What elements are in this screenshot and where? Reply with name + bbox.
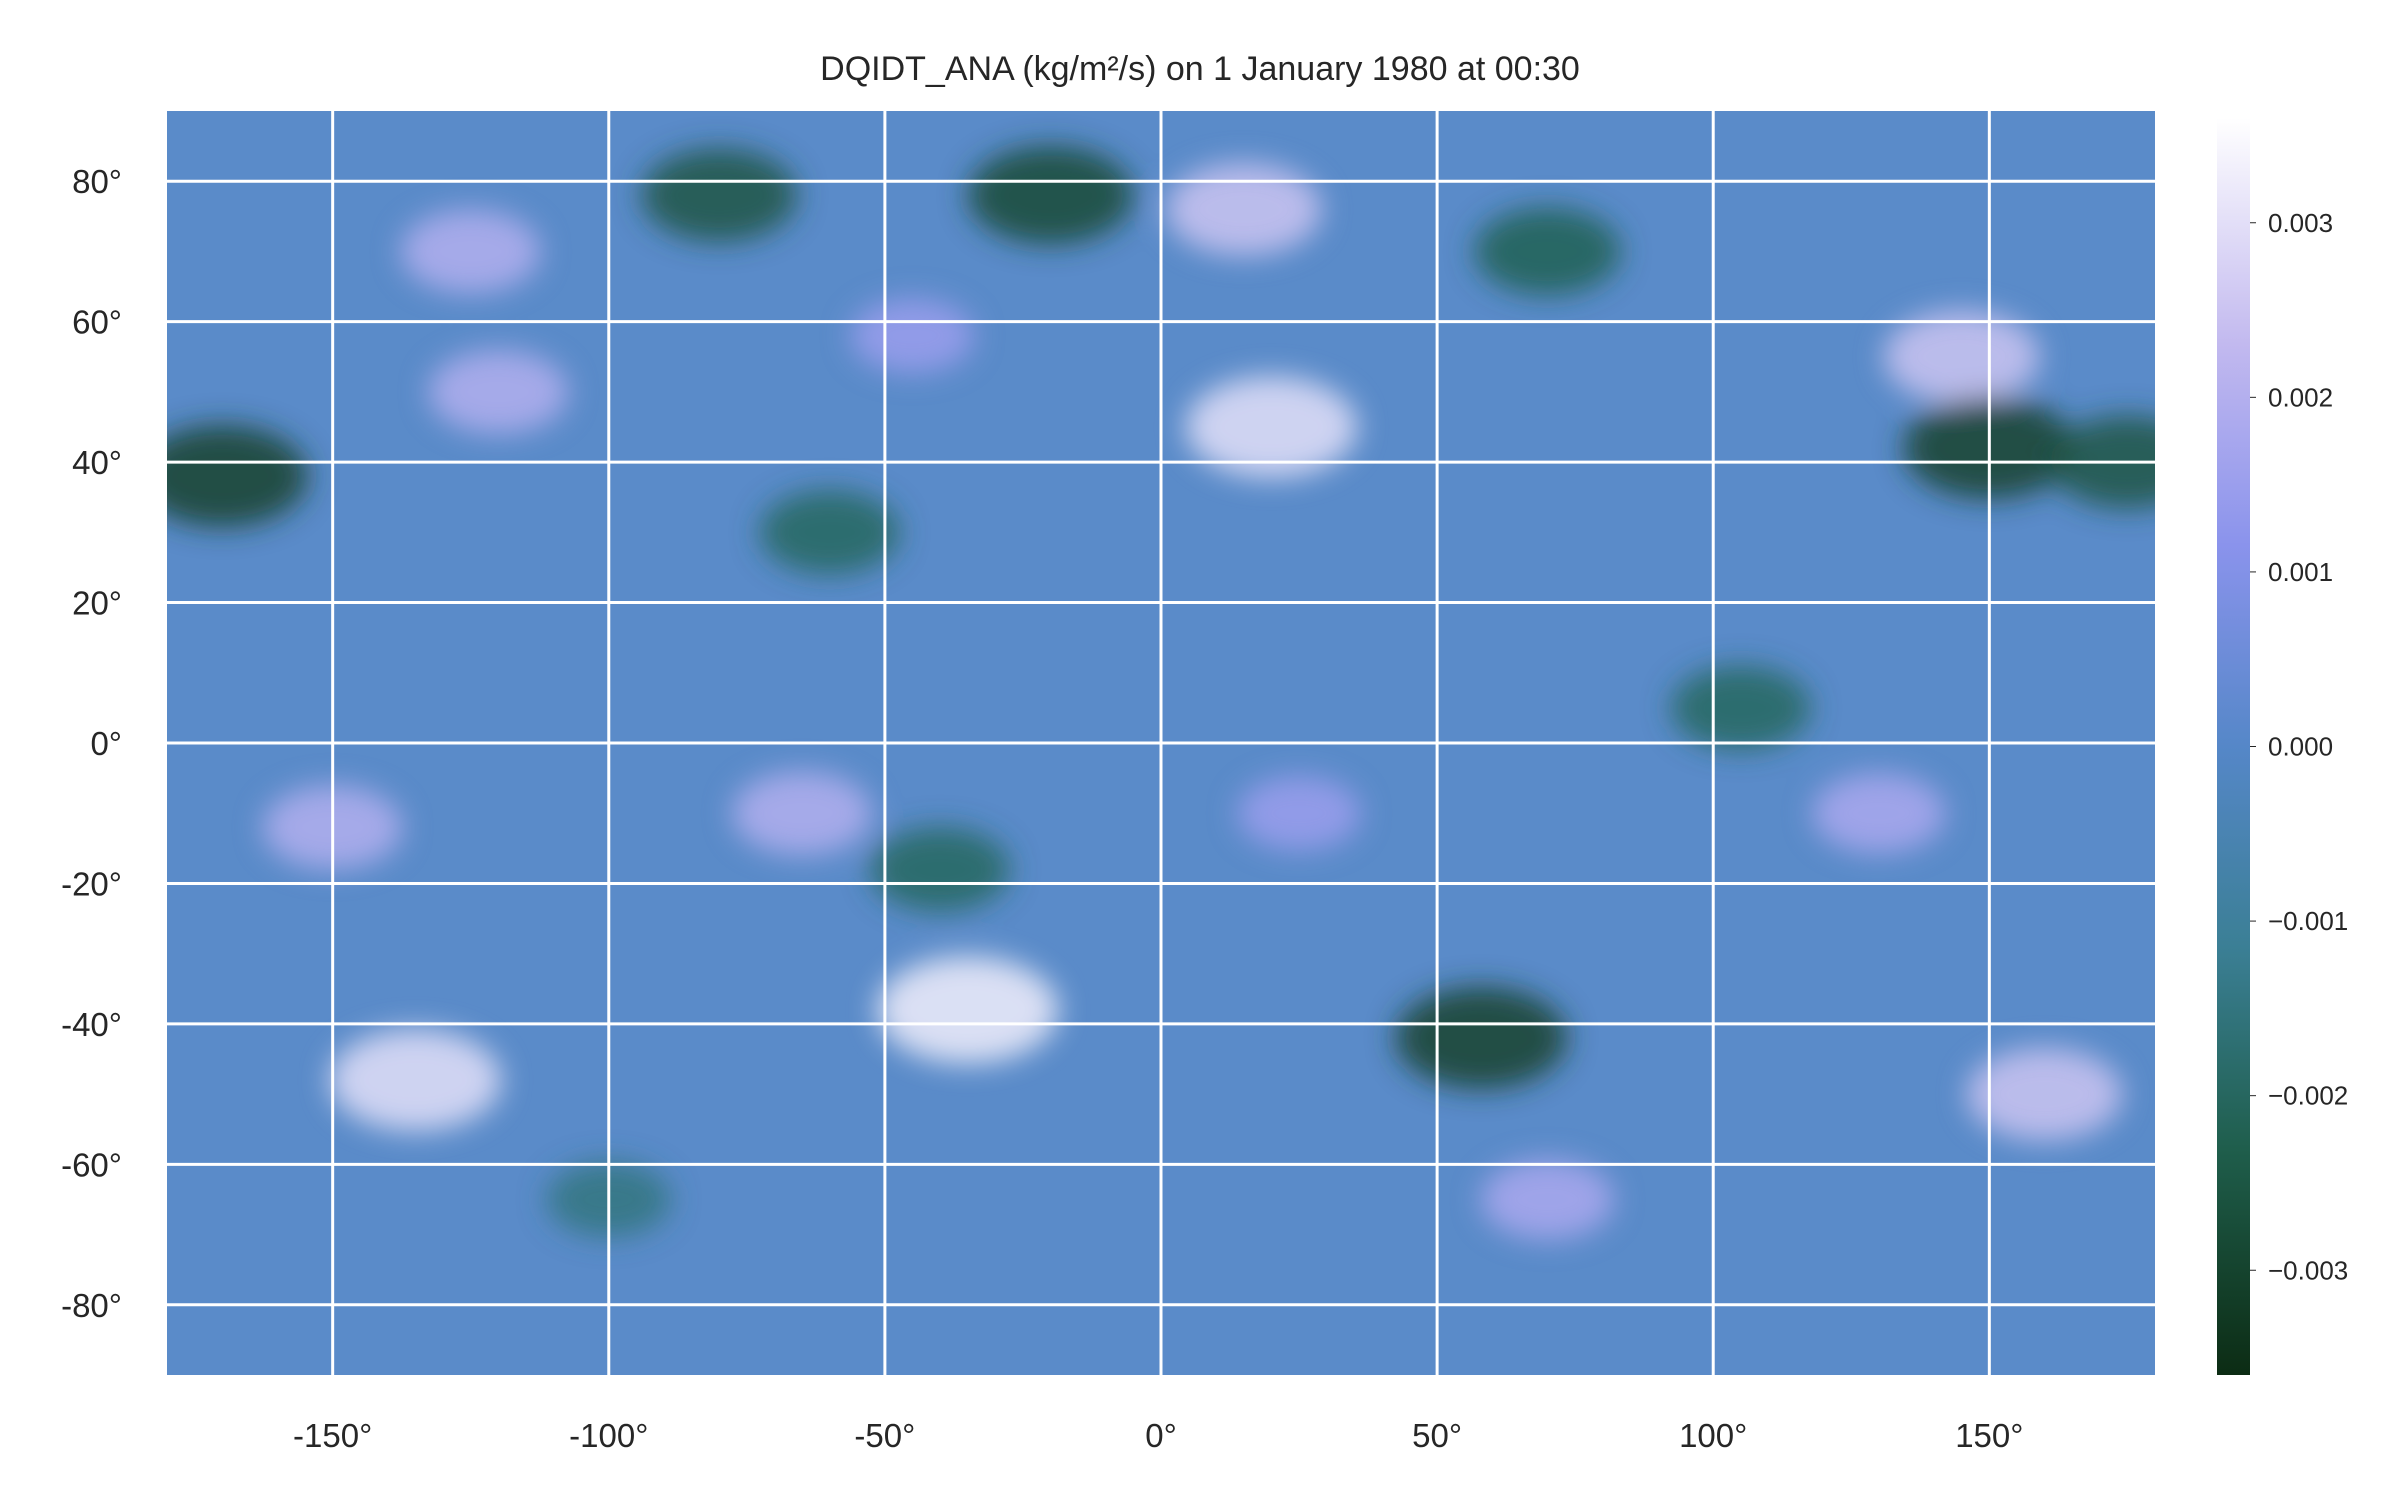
- plot-area: [167, 111, 2155, 1375]
- heatmap-feature: [1474, 207, 1621, 296]
- colorbar-tick-label: 0.001: [2268, 557, 2333, 587]
- x-tick-label: -150°: [293, 1417, 372, 1454]
- y-tick-label: 40°: [72, 444, 122, 481]
- heatmap-feature: [1670, 665, 1811, 750]
- x-tick-label: -100°: [569, 1417, 648, 1454]
- x-tick-label: 50°: [1412, 1417, 1462, 1454]
- heatmap-feature: [1185, 376, 1358, 478]
- colorbar-tick-label: 0.000: [2268, 732, 2333, 762]
- heatmap-feature: [167, 425, 309, 528]
- heatmap-feature: [1165, 162, 1322, 256]
- heatmap-feature: [641, 148, 798, 242]
- colorbar-tick-label: −0.003: [2268, 1255, 2348, 1285]
- chart-title: DQIDT_ANA (kg/m²/s) on 1 January 1980 at…: [820, 50, 1580, 88]
- x-tick-label: 0°: [1145, 1417, 1177, 1454]
- heatmap-feature: [967, 146, 1134, 245]
- y-axis-ticks: 80° 60° 40° 20° 0° -20° -40° -60° -80°: [61, 163, 122, 1324]
- colorbar: [2217, 118, 2250, 1375]
- heatmap-feature: [329, 1029, 502, 1132]
- colorbar-tick-label: −0.001: [2268, 906, 2348, 936]
- heatmap-feature: [1395, 986, 1568, 1089]
- colorbar-tick-label: 0.003: [2268, 208, 2333, 238]
- heatmap-feature: [1812, 773, 1946, 854]
- heatmap-feature: [759, 490, 900, 575]
- gridlines: [167, 111, 2155, 1375]
- y-tick-label: 0°: [90, 725, 122, 762]
- colorbar-ticks: 0.003 0.002 0.001 0.000 −0.001 −0.002 −0.003: [2250, 208, 2348, 1285]
- heatmap-feature: [1966, 1047, 2123, 1141]
- heatmap-feature: [1883, 310, 2040, 404]
- y-tick-label: -20°: [61, 865, 122, 902]
- heatmap-feature: [732, 771, 873, 856]
- y-tick-label: 20°: [72, 585, 122, 622]
- x-axis-ticks: -150° -100° -50° 0° 50° 100° 150°: [293, 1417, 2023, 1454]
- colorbar-tick-label: −0.002: [2268, 1081, 2348, 1111]
- heatmap-feature: [870, 827, 1011, 912]
- y-tick-label: -80°: [61, 1287, 122, 1324]
- y-tick-label: 60°: [72, 304, 122, 341]
- y-tick-label: 80°: [72, 163, 122, 200]
- x-tick-label: -50°: [854, 1417, 915, 1454]
- x-tick-label: 100°: [1679, 1417, 1747, 1454]
- heatmap-feature: [428, 349, 569, 434]
- heatmap-feature: [1480, 1159, 1615, 1240]
- colorbar-tick-label: 0.002: [2268, 382, 2333, 412]
- heatmap-feature: [400, 209, 541, 294]
- heatmap-feature: [1237, 775, 1362, 851]
- y-tick-label: -60°: [61, 1146, 122, 1183]
- x-tick-label: 150°: [1955, 1417, 2023, 1454]
- y-tick-label: -40°: [61, 1006, 122, 1043]
- heatmap-feature: [876, 956, 1059, 1064]
- heatmap-feature: [850, 298, 975, 374]
